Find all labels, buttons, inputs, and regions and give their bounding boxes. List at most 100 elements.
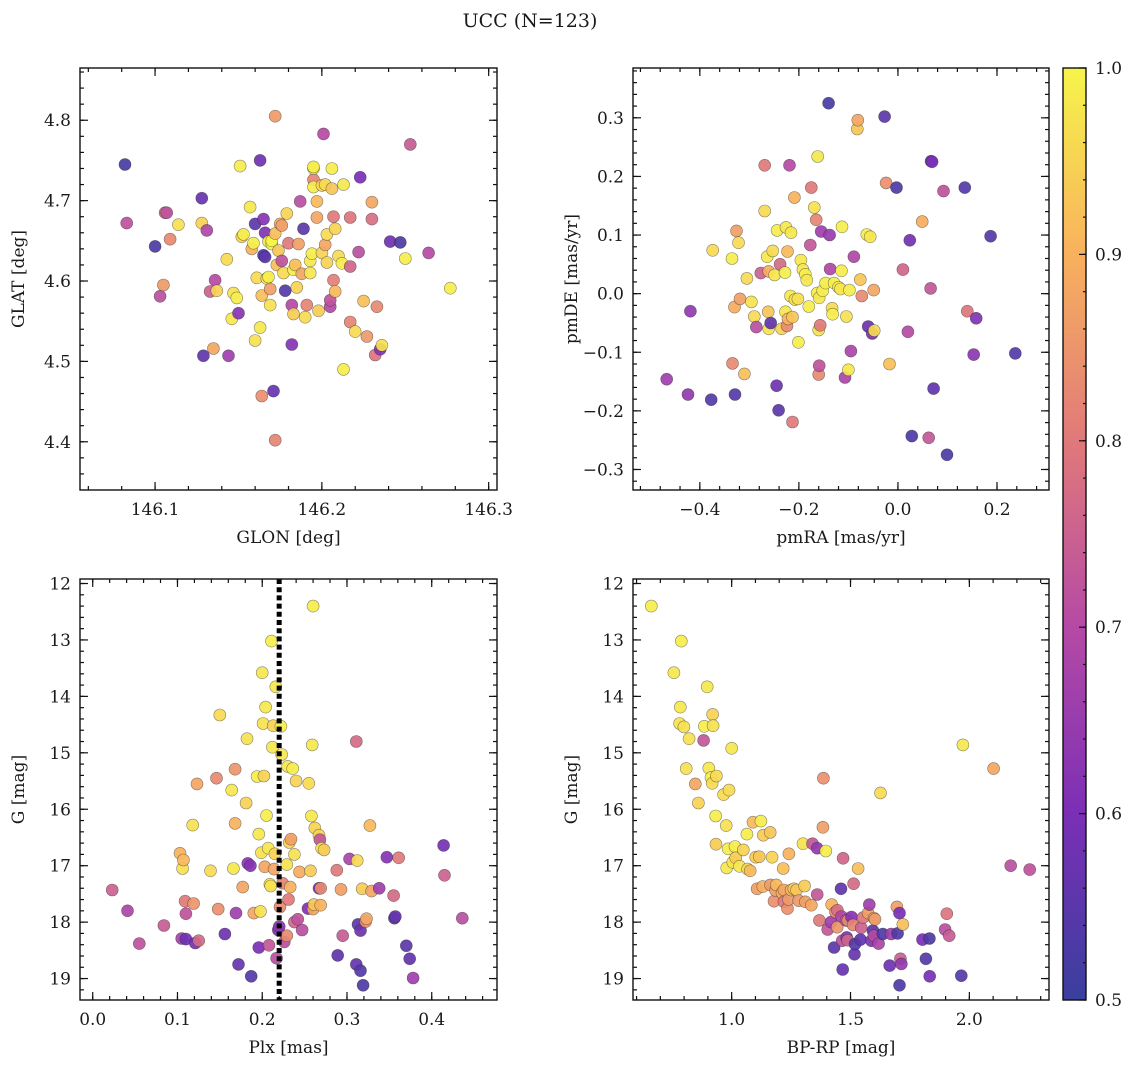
data-point bbox=[706, 708, 719, 721]
data-point bbox=[925, 155, 939, 169]
y-axis-label: pmDE [mas/yr] bbox=[562, 214, 582, 344]
data-point bbox=[754, 814, 768, 828]
data-point bbox=[356, 978, 370, 992]
data-point bbox=[387, 889, 400, 902]
data-point bbox=[248, 334, 262, 347]
colorbar-tick-label: 0.6 bbox=[1095, 805, 1122, 825]
data-point bbox=[903, 234, 917, 247]
data-point bbox=[247, 236, 260, 250]
data-point bbox=[163, 232, 177, 246]
data-point bbox=[786, 415, 799, 429]
data-point bbox=[303, 266, 317, 280]
data-point bbox=[325, 162, 339, 175]
data-point bbox=[823, 262, 837, 276]
data-point bbox=[732, 236, 745, 249]
data-point bbox=[736, 843, 750, 857]
data-point bbox=[706, 244, 720, 257]
data-point bbox=[792, 335, 805, 349]
data-point bbox=[879, 176, 893, 190]
data-point bbox=[398, 252, 412, 265]
data-point bbox=[228, 817, 242, 830]
data-point bbox=[236, 880, 249, 894]
data-point bbox=[120, 216, 133, 230]
data-point bbox=[253, 154, 267, 167]
colorbar-tick-label: 0.8 bbox=[1095, 432, 1122, 452]
data-point bbox=[726, 357, 739, 370]
y-tick-label: −0.1 bbox=[583, 343, 624, 363]
data-point bbox=[660, 372, 674, 386]
data-point bbox=[923, 969, 937, 983]
data-point bbox=[105, 883, 119, 897]
data-point bbox=[697, 734, 710, 747]
y-tick-label: 4.8 bbox=[44, 111, 71, 131]
data-point bbox=[733, 292, 747, 306]
x-axis-label: GLON [deg] bbox=[236, 528, 340, 548]
data-point bbox=[211, 902, 225, 916]
data-point bbox=[862, 898, 876, 911]
data-point bbox=[380, 850, 394, 864]
y-tick-label: 19 bbox=[602, 970, 624, 990]
data-point bbox=[443, 281, 457, 295]
data-point bbox=[883, 357, 896, 371]
y-tick-label: −0.2 bbox=[583, 402, 624, 422]
data-point bbox=[836, 851, 850, 865]
data-point bbox=[213, 708, 227, 722]
y-tick-label: 18 bbox=[602, 913, 624, 933]
data-point bbox=[157, 278, 170, 292]
data-point bbox=[924, 282, 937, 295]
data-point bbox=[722, 783, 736, 797]
panel-proper-motion: −0.4 −0.2 0.0 0.2 −0.3 −0.2 −0.1 0.0 0.1 0.2 0.3 pm… bbox=[562, 67, 1050, 548]
data-point bbox=[922, 431, 936, 445]
data-point bbox=[118, 158, 132, 171]
data-point bbox=[267, 384, 280, 398]
data-point bbox=[233, 159, 247, 173]
data-point bbox=[204, 864, 217, 878]
data-point bbox=[210, 771, 223, 785]
y-tick-label: 0.2 bbox=[597, 167, 624, 187]
data-point bbox=[804, 898, 818, 912]
data-point bbox=[232, 958, 245, 971]
y-tick-label: 0.0 bbox=[597, 285, 624, 305]
y-axis-label: G [mag] bbox=[9, 755, 29, 824]
data-point bbox=[766, 244, 780, 258]
data-point bbox=[287, 307, 300, 321]
data-point bbox=[280, 858, 294, 871]
data-point bbox=[851, 113, 865, 127]
data-point bbox=[286, 762, 300, 775]
y-tick-label: −0.3 bbox=[583, 460, 624, 480]
data-point bbox=[263, 282, 277, 296]
colorbar-gradient bbox=[1063, 68, 1086, 1000]
data-point bbox=[812, 359, 826, 373]
data-point bbox=[310, 211, 324, 224]
data-point bbox=[782, 847, 796, 861]
data-point bbox=[809, 213, 823, 227]
data-point bbox=[310, 195, 324, 208]
data-point bbox=[940, 907, 954, 921]
data-point bbox=[195, 191, 209, 205]
data-point bbox=[330, 863, 344, 877]
data-point bbox=[348, 325, 362, 338]
data-point bbox=[836, 963, 850, 976]
data-point bbox=[260, 809, 273, 822]
data-point bbox=[153, 289, 167, 303]
data-point bbox=[987, 762, 1000, 775]
data-point bbox=[328, 285, 342, 298]
data-point bbox=[327, 210, 340, 223]
data-point bbox=[331, 949, 345, 962]
data-point bbox=[336, 929, 350, 943]
axes-frame bbox=[632, 578, 1050, 1001]
data-point bbox=[275, 219, 289, 232]
data-point bbox=[719, 819, 733, 832]
data-point bbox=[252, 941, 266, 954]
data-point bbox=[842, 363, 855, 377]
data-point bbox=[350, 854, 364, 867]
data-point bbox=[758, 159, 772, 172]
data-point bbox=[954, 969, 968, 983]
data-point bbox=[227, 862, 240, 875]
data-point bbox=[237, 228, 250, 241]
data-point bbox=[288, 848, 301, 861]
y-tick-label: 13 bbox=[49, 631, 71, 651]
data-point bbox=[927, 382, 940, 395]
colorbar-tick-label: 0.9 bbox=[1095, 245, 1122, 265]
data-point bbox=[297, 222, 310, 236]
